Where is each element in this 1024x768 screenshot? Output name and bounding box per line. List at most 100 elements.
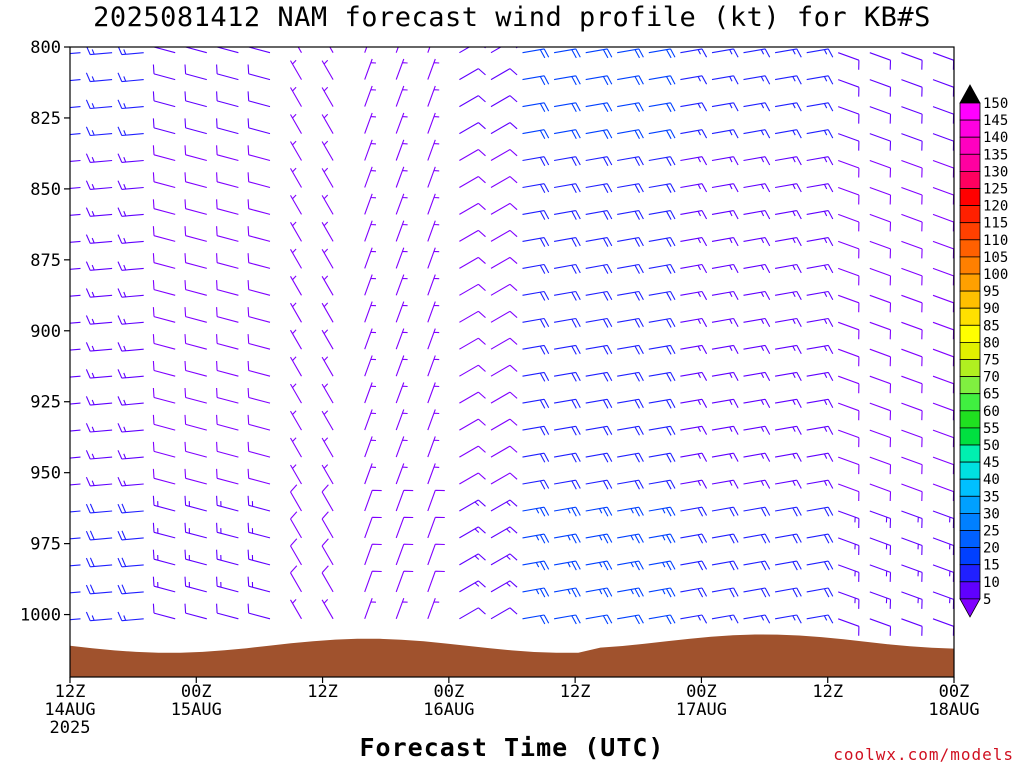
- wind-barb: [117, 180, 144, 190]
- wind-barb: [806, 290, 834, 301]
- wind-barb: [117, 423, 144, 433]
- wind-barb: [901, 240, 923, 259]
- wind-barb: [711, 317, 739, 328]
- colorbar-swatch: [959, 359, 981, 378]
- wind-barb: [395, 436, 408, 458]
- wind-barb: [522, 210, 550, 220]
- wind-barb: [901, 537, 923, 556]
- colorbar-swatch: [959, 376, 981, 395]
- wind-barb: [522, 237, 550, 247]
- wind-barb: [247, 549, 271, 566]
- wind-barb: [775, 290, 802, 301]
- wind-barb: [869, 133, 892, 151]
- wind-barb: [117, 369, 144, 379]
- wind-barb: [838, 267, 860, 286]
- wind-barb: [554, 156, 581, 166]
- wind-barb: [152, 118, 176, 135]
- wind-barb: [869, 106, 892, 124]
- wind-barb: [459, 202, 486, 215]
- wind-barb: [490, 418, 518, 431]
- wind-barb: [775, 48, 802, 58]
- y-tick-label: 800: [30, 38, 61, 58]
- wind-barb: [554, 129, 581, 140]
- wind-barb: [395, 274, 408, 296]
- wind-barb: [70, 618, 81, 621]
- wind-barb: [247, 387, 271, 404]
- wind-barb: [711, 560, 739, 571]
- wind-barb: [247, 522, 271, 539]
- wind-barb: [711, 237, 739, 247]
- wind-barb: [743, 398, 771, 408]
- wind-barb: [490, 364, 518, 377]
- wind-barb: [648, 479, 676, 490]
- wind-barb: [838, 294, 860, 313]
- wind-barb: [459, 526, 486, 539]
- wind-barb: [117, 396, 144, 406]
- wind-barb: [869, 213, 892, 232]
- colorbar-swatch: [959, 188, 981, 207]
- wind-barb: [216, 145, 239, 162]
- wind-barb: [490, 553, 518, 566]
- wind-barb: [321, 599, 334, 620]
- colorbar-swatch: [959, 153, 981, 172]
- wind-barb: [321, 194, 334, 215]
- wind-barb: [680, 479, 708, 489]
- wind-barb: [216, 495, 239, 512]
- wind-barb: [85, 530, 113, 541]
- colorbar-label: 150: [983, 96, 1008, 112]
- wind-barb: [152, 495, 176, 512]
- wind-barb: [806, 48, 834, 58]
- wind-barb: [711, 210, 739, 220]
- colorbar-swatch: [959, 393, 981, 412]
- wind-barb: [321, 410, 334, 431]
- wind-barb: [321, 167, 334, 188]
- wind-barb: [85, 476, 113, 487]
- wind-barb: [490, 95, 518, 108]
- wind-barb: [117, 476, 144, 487]
- colorbar-label: 90: [983, 301, 1000, 317]
- wind-barb: [247, 145, 271, 162]
- wind-barb: [247, 468, 271, 485]
- wind-barb: [838, 52, 860, 70]
- wind-barb: [806, 479, 834, 489]
- wind-barb: [490, 68, 518, 81]
- wind-barb: [743, 210, 771, 220]
- wind-barb: [395, 47, 399, 53]
- wind-barb: [838, 348, 860, 367]
- wind-barb: [522, 183, 550, 193]
- colorbar-swatch: [959, 273, 981, 292]
- wind-barb: [775, 425, 802, 435]
- wind-barb: [117, 450, 144, 460]
- wind-barb: [290, 329, 302, 350]
- wind-barb: [364, 570, 382, 593]
- wind-barb: [364, 274, 377, 296]
- wind-barb: [680, 290, 708, 301]
- wind-barb: [806, 425, 834, 435]
- wind-barb: [85, 503, 113, 514]
- wind-barb: [932, 267, 954, 286]
- wind-barb: [838, 510, 860, 529]
- wind-barb: [648, 102, 676, 113]
- wind-barb: [290, 383, 302, 404]
- x-tick-label: 00Z: [686, 682, 717, 702]
- wind-barb: [901, 159, 923, 178]
- wind-barb: [117, 611, 144, 622]
- wind-barb: [711, 129, 739, 139]
- wind-barb: [427, 47, 431, 53]
- wind-barb: [395, 409, 408, 431]
- wind-barb: [648, 452, 676, 463]
- wind-barb: [585, 263, 613, 274]
- colorbar-label: 110: [983, 233, 1008, 249]
- wind-barb: [775, 102, 802, 112]
- colorbar-label: 45: [983, 455, 1000, 471]
- wind-barb: [459, 283, 486, 296]
- wind-barb: [869, 402, 892, 421]
- wind-barb: [184, 468, 207, 485]
- wind-barb: [70, 402, 81, 405]
- wind-barb: [85, 342, 113, 352]
- wind-barb: [117, 126, 144, 137]
- wind-barb: [490, 122, 518, 135]
- wind-barb: [427, 543, 445, 566]
- wind-barb: [70, 52, 81, 55]
- wind-barb: [459, 122, 486, 135]
